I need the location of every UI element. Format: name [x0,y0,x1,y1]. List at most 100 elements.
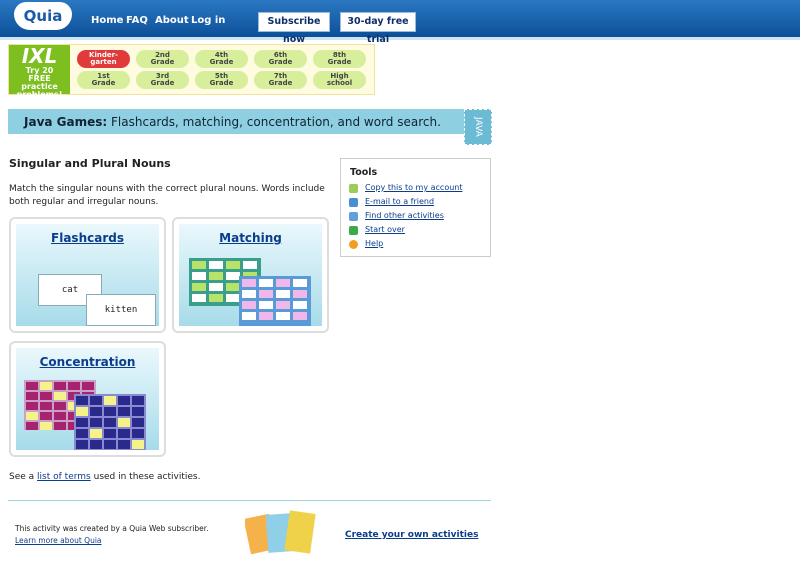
card-art [284,510,316,554]
activity-description: Match the singular nouns with the correc… [9,184,325,207]
footer-note: This activity was created by a Quia Web … [15,524,209,533]
tile [118,429,130,438]
tile [118,440,130,449]
grade-pill[interactable]: 8th Grade [313,50,366,68]
grade-label: Grade [150,79,175,87]
tile [76,407,88,416]
java-banner: Java Games: Flashcards, matching, concen… [8,109,492,145]
terms-text: See a [9,472,35,482]
grade-pill[interactable]: 6th Grade [254,50,307,68]
tile [104,440,116,449]
grade-label: 3rd [155,72,170,80]
grade-pill[interactable]: 5th Grade [195,71,248,89]
tile [209,294,223,302]
grade-pill[interactable]: High school [313,71,366,89]
nav-link[interactable]: About [155,15,189,26]
tile [192,261,206,269]
grade-label: 8th [332,51,347,59]
grade-label: 1st [97,72,110,80]
grade-pill[interactable]: Kinder-garten [77,50,130,68]
grade-label: Grade [91,79,116,87]
grade-pill[interactable]: 3rd Grade [136,71,189,89]
tile [26,392,38,400]
tile [132,418,144,427]
tile [90,396,102,405]
concentration-illustration [24,380,146,450]
terms-link[interactable]: list of terms [37,472,91,482]
card-title[interactable]: Flashcards [51,231,124,245]
tools-title: Tools [350,167,378,178]
tile [26,402,38,410]
grade-label: Grade [150,58,175,66]
tile [192,283,206,291]
tool-icon [349,226,358,235]
tile [293,290,307,298]
tool-link[interactable]: Find other activities [365,211,444,220]
tile [132,407,144,416]
tile [82,382,94,390]
grade-label: 2nd [155,51,170,59]
ixl-logo-box: IXL Try 20 FREE practice problems! [9,45,70,99]
grade-pill[interactable]: 1st Grade [77,71,130,89]
tile [259,290,273,298]
tile [90,440,102,449]
tile [132,429,144,438]
tool-icon [349,212,358,221]
trial-button[interactable]: 30-day free trial [340,12,416,45]
tile [104,418,116,427]
header-bar: Quia Home FAQ About Log in Subscribe now… [0,0,800,45]
footer-illustration [245,510,316,555]
grade-pill[interactable]: 7th Grade [254,71,307,89]
tile [276,279,290,287]
footer-link[interactable]: Learn more about Quia [15,536,102,545]
terms-line: See a list of terms used in these activi… [9,472,200,482]
card-title[interactable]: Matching [219,231,282,245]
tool-link[interactable]: Copy this to my account [365,183,463,192]
tile [90,429,102,438]
card-title[interactable]: Concentration [39,355,136,369]
tile [293,312,307,320]
tile [226,261,240,269]
nav-link[interactable]: Log in [191,15,226,26]
grade-label: 5th [214,72,229,80]
grade-pill[interactable]: 4th Grade [195,50,248,68]
grade-label: 7th [273,72,288,80]
tile [242,312,256,320]
tool-link[interactable]: Help [365,239,384,248]
tile [54,392,66,400]
tile [76,396,88,405]
create-link[interactable]: Create your own activities [345,530,479,540]
card-inner: Concentration [16,348,159,450]
tile [26,422,38,430]
nav-link[interactable]: FAQ [126,15,148,26]
activity-card[interactable]: Concentration [9,341,166,457]
card-inner: Matching [179,224,322,326]
tile [209,261,223,269]
tile [40,402,52,410]
ixl-promo: problems! [16,90,63,99]
tile [192,272,206,280]
tile [90,407,102,416]
tool-icon [349,184,358,193]
logo[interactable]: Quia [14,2,72,30]
tile [76,418,88,427]
tile [40,412,52,420]
nav-link[interactable]: Home [91,15,124,26]
tile [132,440,144,449]
tile [293,301,307,309]
tile [259,301,273,309]
tile [226,272,240,280]
activity-card[interactable]: Flashcards cat kitten [9,217,166,333]
tile [132,396,144,405]
activity-card[interactable]: Matching [172,217,329,333]
grade-label: High [330,72,349,80]
grade-pill[interactable]: 2nd Grade [136,50,189,68]
tool-link[interactable]: Start over [365,225,405,234]
tool-link[interactable]: E-mail to a friend [365,197,435,206]
tile [76,440,88,449]
ixl-ad[interactable]: IXL Try 20 FREE practice problems! Kinde… [8,44,375,99]
tile [243,261,257,269]
subscribe-button[interactable]: Subscribe now [258,12,330,45]
tile [259,312,273,320]
